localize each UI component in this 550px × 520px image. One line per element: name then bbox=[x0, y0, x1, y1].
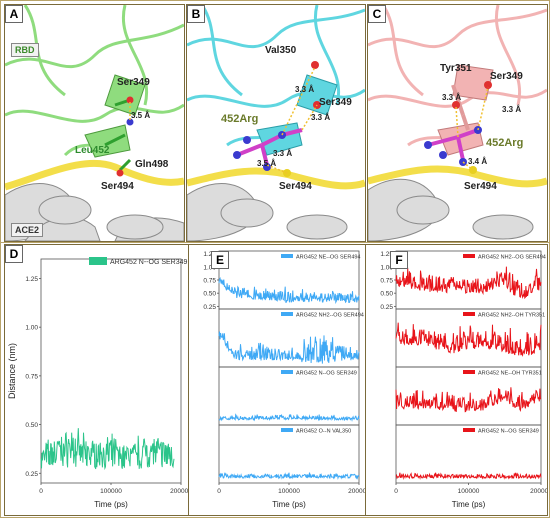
distance-label-3: 3.3 Å bbox=[273, 149, 293, 158]
chart-e-sub1-legend-swatch bbox=[281, 254, 293, 258]
chart-f-sub1-ytick-label: 0.25 bbox=[380, 304, 393, 311]
panel-c-label: C bbox=[368, 5, 386, 23]
chart-d-ytick-label: 0.75 bbox=[25, 373, 38, 380]
chart-f-sub3-legend-swatch bbox=[463, 370, 475, 374]
chart-f-sub1-ytick-label: 0.50 bbox=[380, 291, 393, 298]
chart-e-sub2-series-line bbox=[218, 331, 360, 364]
chart-e-sub2-legend-label: ARG452 NH2--OG SER494 bbox=[296, 313, 364, 319]
residue-ser494-label: Ser494 bbox=[101, 181, 134, 192]
residue-tyr351-label: Tyr351 bbox=[440, 63, 472, 74]
chart-e-sub1-series-line bbox=[218, 276, 360, 305]
panel-f-chart: F 0.25 0.50 0.75 1.00 1.25 ARG452 NH2--OG SER… bbox=[365, 244, 550, 516]
chart-e-sub4-xtick-label: 200000 bbox=[348, 488, 365, 495]
chart-d-legend-swatch bbox=[89, 257, 107, 265]
chart-f-sub1-legend-swatch bbox=[463, 254, 475, 258]
residue-gln498-label: Gln498 bbox=[135, 159, 169, 170]
chart-f-sub4-xtick-label: 100000 bbox=[458, 488, 480, 495]
chart-e-sub4-xtick-label: 100000 bbox=[278, 488, 300, 495]
chart-e-sub1-legend-label: ARG452 NE--OG SER494 bbox=[296, 255, 361, 261]
chart-f-sub4-series-line bbox=[395, 472, 542, 481]
chart-f-sub2-legend-swatch bbox=[463, 312, 475, 316]
panel-a-render bbox=[5, 5, 184, 241]
chart-f-sub2-series-line bbox=[395, 322, 542, 357]
chart-d-ytick-label: 0.50 bbox=[25, 422, 38, 429]
chart-e-xlabel: Time (ps) bbox=[272, 500, 306, 509]
chart-e-sub4-legend-label: ARG452 O--N VAL350 bbox=[296, 429, 351, 435]
distance-label-3: 3.4 Å bbox=[468, 157, 488, 166]
chart-f-sub3-series-line bbox=[395, 387, 542, 413]
chart-e-sub2-legend-swatch bbox=[281, 312, 293, 316]
chart-d-ytick-label: 1.00 bbox=[25, 325, 38, 332]
chart-f-sub3-legend-label: ARG452 NE--OH TYR351 bbox=[478, 371, 542, 377]
chart-f-sub1-legend-label: ARG452 NH2--OG SER494 bbox=[478, 255, 546, 261]
panel-b-structure: B Val350 Ser349 3.3 Å 3.3 Å 452Arg 3.3 Å… bbox=[186, 4, 366, 242]
chart-f-sub1-ytick-label: 1.25 bbox=[380, 251, 393, 258]
chart-e-sub3-legend-label: ARG452 N--OG SER349 bbox=[296, 371, 357, 377]
chart-e-sub1-ytick-label: 1.25 bbox=[203, 251, 216, 258]
panel-f-plot: 0.25 0.50 0.75 1.00 1.25 ARG452 NH2--OG SER49… bbox=[380, 250, 550, 509]
residue-ser494-label: Ser494 bbox=[464, 181, 497, 192]
distance-label-4: 3.5 Å bbox=[257, 159, 277, 168]
panel-b-label: B bbox=[187, 5, 205, 23]
residue-ser349-label: Ser349 bbox=[490, 71, 523, 82]
chart-e-sub1-ytick-label: 0.25 bbox=[203, 304, 216, 311]
distance-label-2: 3.3 Å bbox=[502, 105, 522, 114]
ace2-label: ACE2 bbox=[11, 223, 44, 237]
chart-d-xtick-label: 200000 bbox=[170, 488, 188, 495]
rbd-label: RBD bbox=[11, 43, 39, 57]
chart-e-sub1-ytick-label: 0.50 bbox=[203, 291, 216, 298]
chart-f-sub1-series-line bbox=[395, 266, 542, 300]
chart-e-sub4-xtick-label: 0 bbox=[217, 488, 221, 495]
panel-c-structure: C Tyr351 Ser349 3.3 Å 3.3 Å 452Arg 3.4 Å… bbox=[367, 4, 548, 242]
chart-e-sub1-ytick-label: 1.00 bbox=[203, 264, 216, 271]
chart-e-sub4-series-line bbox=[218, 472, 360, 480]
residue-arg452-label: 452Arg bbox=[221, 113, 259, 125]
chart-d-xtick-label: 0 bbox=[39, 488, 43, 495]
residue-val350-label: Val350 bbox=[265, 45, 297, 56]
chart-f-xlabel: Time (ps) bbox=[452, 500, 486, 509]
chart-f-sub2-legend-label: ARG452 NH2--OH TYR351 bbox=[478, 313, 545, 319]
panel-e-plot: 0.25 0.50 0.75 1.00 1.25 ARG452 NE--OG SER494… bbox=[203, 250, 370, 509]
panel-d-chart: D 0.25 0.50 0.75 1.00 1.25 0 100000 200000 ARG45… bbox=[4, 244, 192, 516]
chart-e-sub1-ytick-label: 0.75 bbox=[203, 278, 216, 285]
residue-ser349-label: Ser349 bbox=[319, 97, 352, 108]
panel-c-render bbox=[368, 5, 547, 241]
distance-label-1: 3.3 Å bbox=[295, 85, 315, 94]
chart-f-sub4-xtick-label: 200000 bbox=[530, 488, 547, 495]
distance-label-1: 3.5 Å bbox=[131, 111, 151, 120]
chart-d-ylabel: Distance (nm) bbox=[7, 343, 17, 399]
chart-f-sub4-legend-label: ARG452 N--OG SER349 bbox=[478, 429, 539, 435]
chart-e-sub3-series-line bbox=[218, 413, 360, 422]
panel-e-label: E bbox=[211, 251, 229, 269]
chart-d-ytick-label: 0.25 bbox=[25, 471, 38, 478]
chart-f-sub1-ytick-label: 1.00 bbox=[380, 264, 393, 271]
chart-d-xtick-label: 100000 bbox=[100, 488, 122, 495]
chart-d-series-line bbox=[40, 428, 175, 471]
panel-f-label: F bbox=[390, 251, 408, 269]
chart-d-legend-label: ARG452 N--OG SER349 bbox=[110, 259, 188, 266]
panel-d-plot: 0.25 0.50 0.75 1.00 1.25 0 100000 200000 ARG452 … bbox=[7, 257, 192, 509]
panel-a-structure: A RBD ACE2 Ser349 3.5 Å Leu452 Gln498 Se… bbox=[4, 4, 185, 242]
panel-b-render bbox=[187, 5, 365, 241]
residue-ser494-label: Ser494 bbox=[279, 181, 312, 192]
chart-e-sub4-legend-swatch bbox=[281, 428, 293, 432]
chart-e-sub3-legend-swatch bbox=[281, 370, 293, 374]
chart-f-sub1-ytick-label: 0.75 bbox=[380, 278, 393, 285]
chart-f-sub4-legend-swatch bbox=[463, 428, 475, 432]
distance-label-2: 3.3 Å bbox=[311, 113, 331, 122]
residue-leu452-label: Leu452 bbox=[75, 145, 110, 156]
panel-d-label: D bbox=[5, 245, 23, 263]
section-divider bbox=[0, 242, 550, 243]
residue-arg452-label: 452Arg bbox=[486, 137, 524, 149]
residue-ser349-label: Ser349 bbox=[117, 77, 150, 88]
chart-d-ytick-label: 1.25 bbox=[25, 276, 38, 283]
panel-e-chart: E 0.25 0.50 0.75 1.00 1.25 ARG452 NE--OG SER4… bbox=[188, 244, 370, 516]
distance-label-1: 3.3 Å bbox=[442, 93, 462, 102]
panel-a-label: A bbox=[5, 5, 23, 23]
chart-d-xlabel: Time (ps) bbox=[94, 500, 128, 509]
chart-f-sub4-xtick-label: 0 bbox=[394, 488, 398, 495]
